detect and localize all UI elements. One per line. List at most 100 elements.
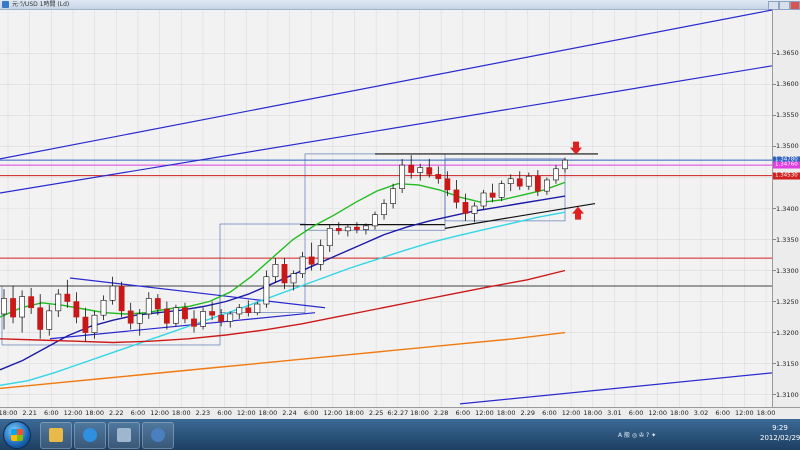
time-tick-label: 6:00 — [303, 409, 319, 417]
candle-body — [91, 314, 98, 333]
windows-taskbar: A 般 ◎ ✇ ? ✦ 9:29 2012/02/29 — [0, 419, 800, 450]
time-tick-label: 12:00 — [561, 409, 581, 417]
time-tick-label: 3.02 — [693, 409, 709, 417]
time-tick-label: 6:00 — [455, 409, 471, 417]
candle-body — [82, 316, 89, 333]
arrow-shape — [572, 206, 584, 220]
time-tick-label: 18:00 — [171, 409, 191, 417]
taskbar-trading-app-button[interactable] — [142, 422, 174, 449]
candle-body — [381, 203, 387, 216]
time-tick-label: 18:00 — [345, 409, 364, 417]
candle-body — [154, 298, 161, 310]
internet-explorer-icon — [83, 428, 97, 442]
time-tick-label: 2.21 — [22, 409, 37, 417]
candlestick-chart — [0, 9, 776, 407]
price-tick-label: 1.3500 — [776, 142, 799, 151]
candle-body — [272, 264, 279, 278]
taskbar-clock[interactable]: 9:29 2012/02/29 — [760, 423, 800, 443]
candle-body — [136, 313, 143, 324]
candle-body — [10, 298, 16, 318]
candle-body — [471, 205, 478, 214]
candle-body — [390, 188, 396, 204]
candle-body — [1, 298, 7, 315]
candle-body — [426, 167, 433, 175]
candle-body — [227, 313, 234, 322]
candle-body — [534, 175, 541, 192]
time-axis[interactable] — [0, 407, 800, 420]
candle-body — [173, 307, 179, 324]
time-tick-label: 2.28 — [433, 409, 449, 417]
candle-body — [344, 226, 351, 232]
time-tick-label: 6:2.27 — [387, 409, 409, 417]
candle-body — [191, 318, 197, 327]
candle-body — [516, 178, 523, 187]
moving-average-line — [0, 181, 566, 318]
moving-average-line — [0, 269, 566, 344]
time-tick-label: 2.23 — [195, 409, 211, 417]
time-tick-label: 12:00 — [63, 409, 83, 417]
candle-body — [163, 308, 170, 324]
time-tick-label: 18:00 — [756, 409, 776, 417]
system-tray: A 般 ◎ ✇ ? ✦ — [610, 419, 800, 450]
taskbar-explorer-button[interactable] — [40, 422, 72, 449]
moving-average-line — [0, 331, 566, 390]
candle-body — [453, 189, 460, 203]
candle-body — [236, 307, 243, 315]
start-button[interactable] — [3, 421, 31, 449]
window-title: 元·ﾗ/USD 1時間 (Ld) — [12, 1, 70, 8]
arrow-shape — [570, 141, 582, 155]
taskbar-ie-button[interactable] — [74, 422, 106, 449]
price-tick-label: 1.3150 — [776, 359, 799, 368]
window-icon — [117, 428, 131, 442]
time-tick-label: 3.01 — [607, 409, 622, 417]
windows-logo-icon — [11, 429, 23, 441]
time-tick-label: 12:00 — [734, 409, 754, 417]
price-scale[interactable] — [773, 10, 800, 407]
price-tick-label: 1.3550 — [776, 111, 799, 120]
time-tick-label: 18:00 — [258, 409, 278, 417]
candle-body — [19, 296, 25, 318]
price-tick-label: 1.3400 — [776, 204, 799, 213]
time-tick-label: 2.25 — [368, 409, 384, 417]
time-tick-label: 18:00 — [583, 409, 603, 417]
candle-body — [73, 301, 80, 318]
candle-body — [37, 307, 44, 330]
candle-body — [118, 285, 125, 312]
minimize-button[interactable] — [768, 1, 779, 10]
time-tick-label: 6:00 — [44, 409, 59, 417]
candle-body — [480, 192, 487, 207]
candle-body — [417, 167, 424, 173]
trend-line — [444, 202, 596, 229]
price-tick-label: 1.3350 — [776, 235, 799, 244]
candle-body — [372, 214, 378, 227]
candle-body — [64, 293, 71, 302]
clock-time: 9:29 — [772, 424, 788, 432]
time-tick-label: 2.24 — [282, 409, 297, 417]
candle-body — [100, 300, 107, 316]
time-tick-label: 6:00 — [217, 409, 232, 417]
current-price-tag: 1.34780 — [773, 156, 800, 164]
tray-icons[interactable]: A 般 ◎ ✇ ? ✦ — [618, 432, 657, 439]
candle-body — [353, 226, 360, 230]
candle-body — [308, 256, 315, 265]
price-tick-label: 1.3600 — [776, 80, 799, 89]
trend-line — [0, 9, 773, 160]
trend-line — [459, 372, 773, 405]
candle-body — [562, 159, 568, 170]
signal-arrow-down — [570, 141, 582, 155]
candle-body — [245, 307, 252, 314]
time-tick-label: 6:00 — [715, 409, 730, 417]
time-tick-label: 6:00 — [130, 409, 146, 417]
time-tick-label: 2.22 — [109, 409, 124, 417]
time-tick-label: 18:00 — [669, 409, 689, 417]
candle-body — [507, 178, 514, 184]
candle-body — [127, 310, 134, 324]
maximize-button[interactable] — [779, 1, 790, 10]
candle-body — [290, 273, 297, 284]
candle-body — [335, 228, 342, 232]
time-tick-label: 18:00 — [496, 409, 516, 417]
candle-body — [462, 201, 469, 214]
candle-body — [218, 314, 225, 322]
taskbar-window-button[interactable] — [108, 422, 140, 449]
time-tick-label: 6:00 — [628, 409, 644, 417]
